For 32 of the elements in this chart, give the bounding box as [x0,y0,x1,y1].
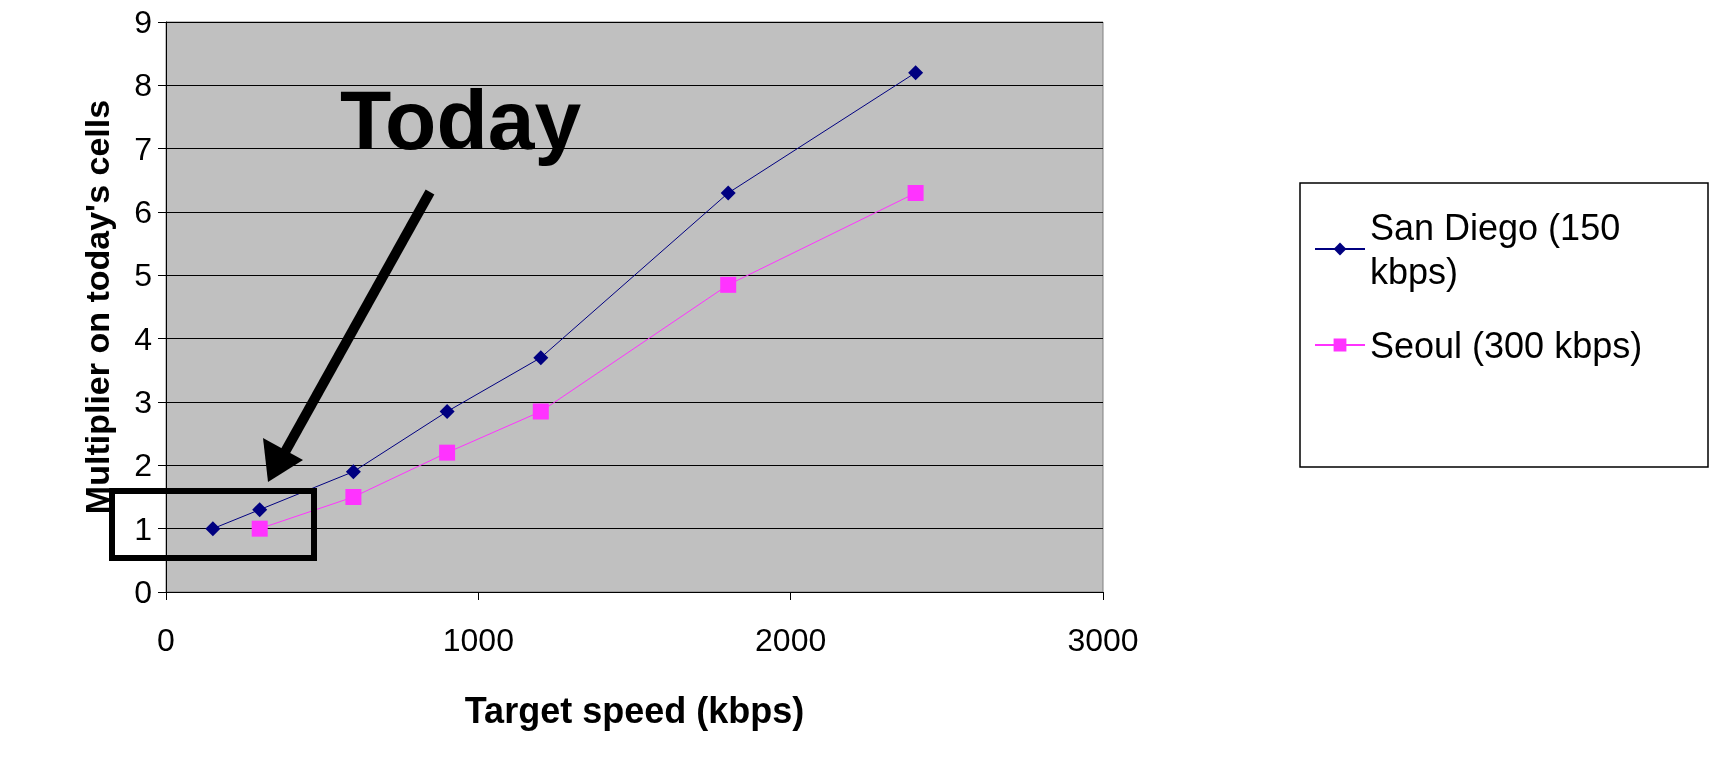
y-tick-label: 1 [134,510,152,547]
annotation: Today [340,73,582,167]
y-tick-label: 8 [134,67,152,104]
y-tick-label: 9 [134,4,152,40]
y-tick-label: 6 [134,194,152,230]
point [532,403,549,420]
x-axis-title: Target speed (kbps) [464,689,805,731]
point [720,276,737,293]
point [251,520,268,537]
point [345,489,362,505]
x-tick-label: 3000 [1067,622,1139,658]
legend-label: San Diego (150 kbps) [1370,206,1631,292]
y-tick-label: 7 [134,130,152,167]
point [345,464,361,480]
y-axis-title: Multiplier on today's cells [78,99,116,515]
y-tick-label: 4 [134,320,152,357]
point [205,521,221,537]
x-tick-label: 2000 [755,622,827,658]
y-tick-label: 2 [134,447,152,484]
y-tick-label: 5 [134,257,152,294]
point [439,444,456,461]
y-tick-label: 3 [134,384,152,420]
point [439,404,455,419]
x-tick-label: 0 [157,622,175,658]
x-tick-label: 1000 [442,622,514,658]
point [252,502,268,518]
point [533,350,549,366]
point [720,185,736,201]
point [907,185,924,201]
y-tick-label: 0 [134,574,152,610]
point [908,65,924,81]
legend-label: Seoul (300 kbps) [1370,324,1643,366]
